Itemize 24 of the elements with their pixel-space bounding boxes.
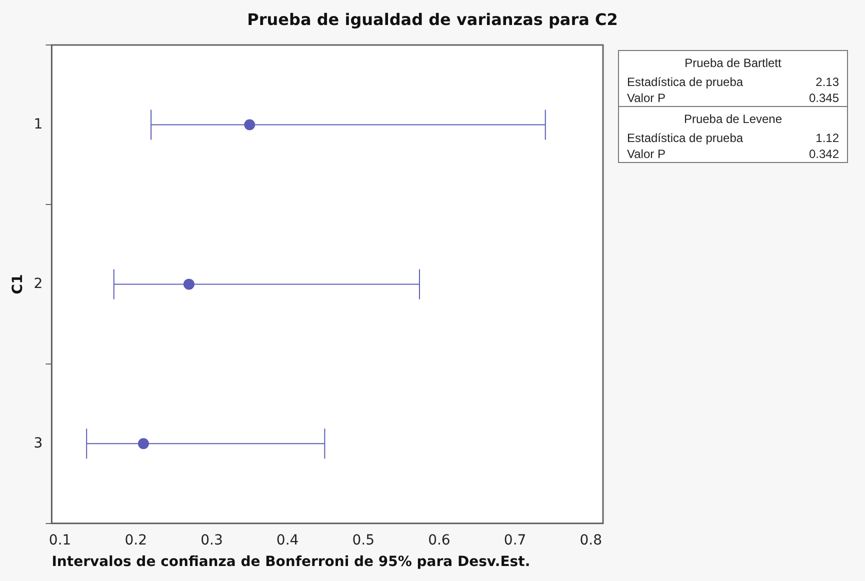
text: Prueba de Levene (619, 106, 847, 130)
x-tick-label: 0.5 (352, 532, 375, 548)
x-axis-title: Intervalos de confianza de Bonferroni de 95% para Desv.Est. (52, 554, 530, 570)
text: Prueba de Bartlett (684, 55, 782, 72)
text: Valor P (627, 147, 666, 161)
text: 0.345 (808, 91, 839, 105)
text: Estadística de prueba (627, 75, 744, 89)
chart-title: Prueba de igualdad de varianzas para C2 (246, 10, 619, 29)
x-tick-label: 0.4 (276, 532, 299, 548)
x-tick-label: 0.1 (48, 532, 72, 548)
text: Estadística de prueba (627, 131, 744, 145)
x-tick-label: 0.6 (428, 532, 450, 548)
y-axis-title: C1 (10, 274, 26, 294)
y-tick-label: 1 (34, 116, 43, 132)
text: Valor P (627, 91, 666, 105)
y-tick-label: 2 (34, 276, 43, 292)
x-tick-label: 0.2 (124, 532, 148, 548)
text: 1.12 (816, 131, 839, 145)
y-tick-label: 3 (34, 435, 43, 452)
text: 0.342 (808, 147, 839, 161)
x-tick-label: 0.7 (504, 532, 526, 548)
x-tick-label: 0.8 (580, 532, 602, 548)
text: 2.13 (816, 75, 839, 89)
x-tick-label: 0.3 (200, 532, 223, 548)
